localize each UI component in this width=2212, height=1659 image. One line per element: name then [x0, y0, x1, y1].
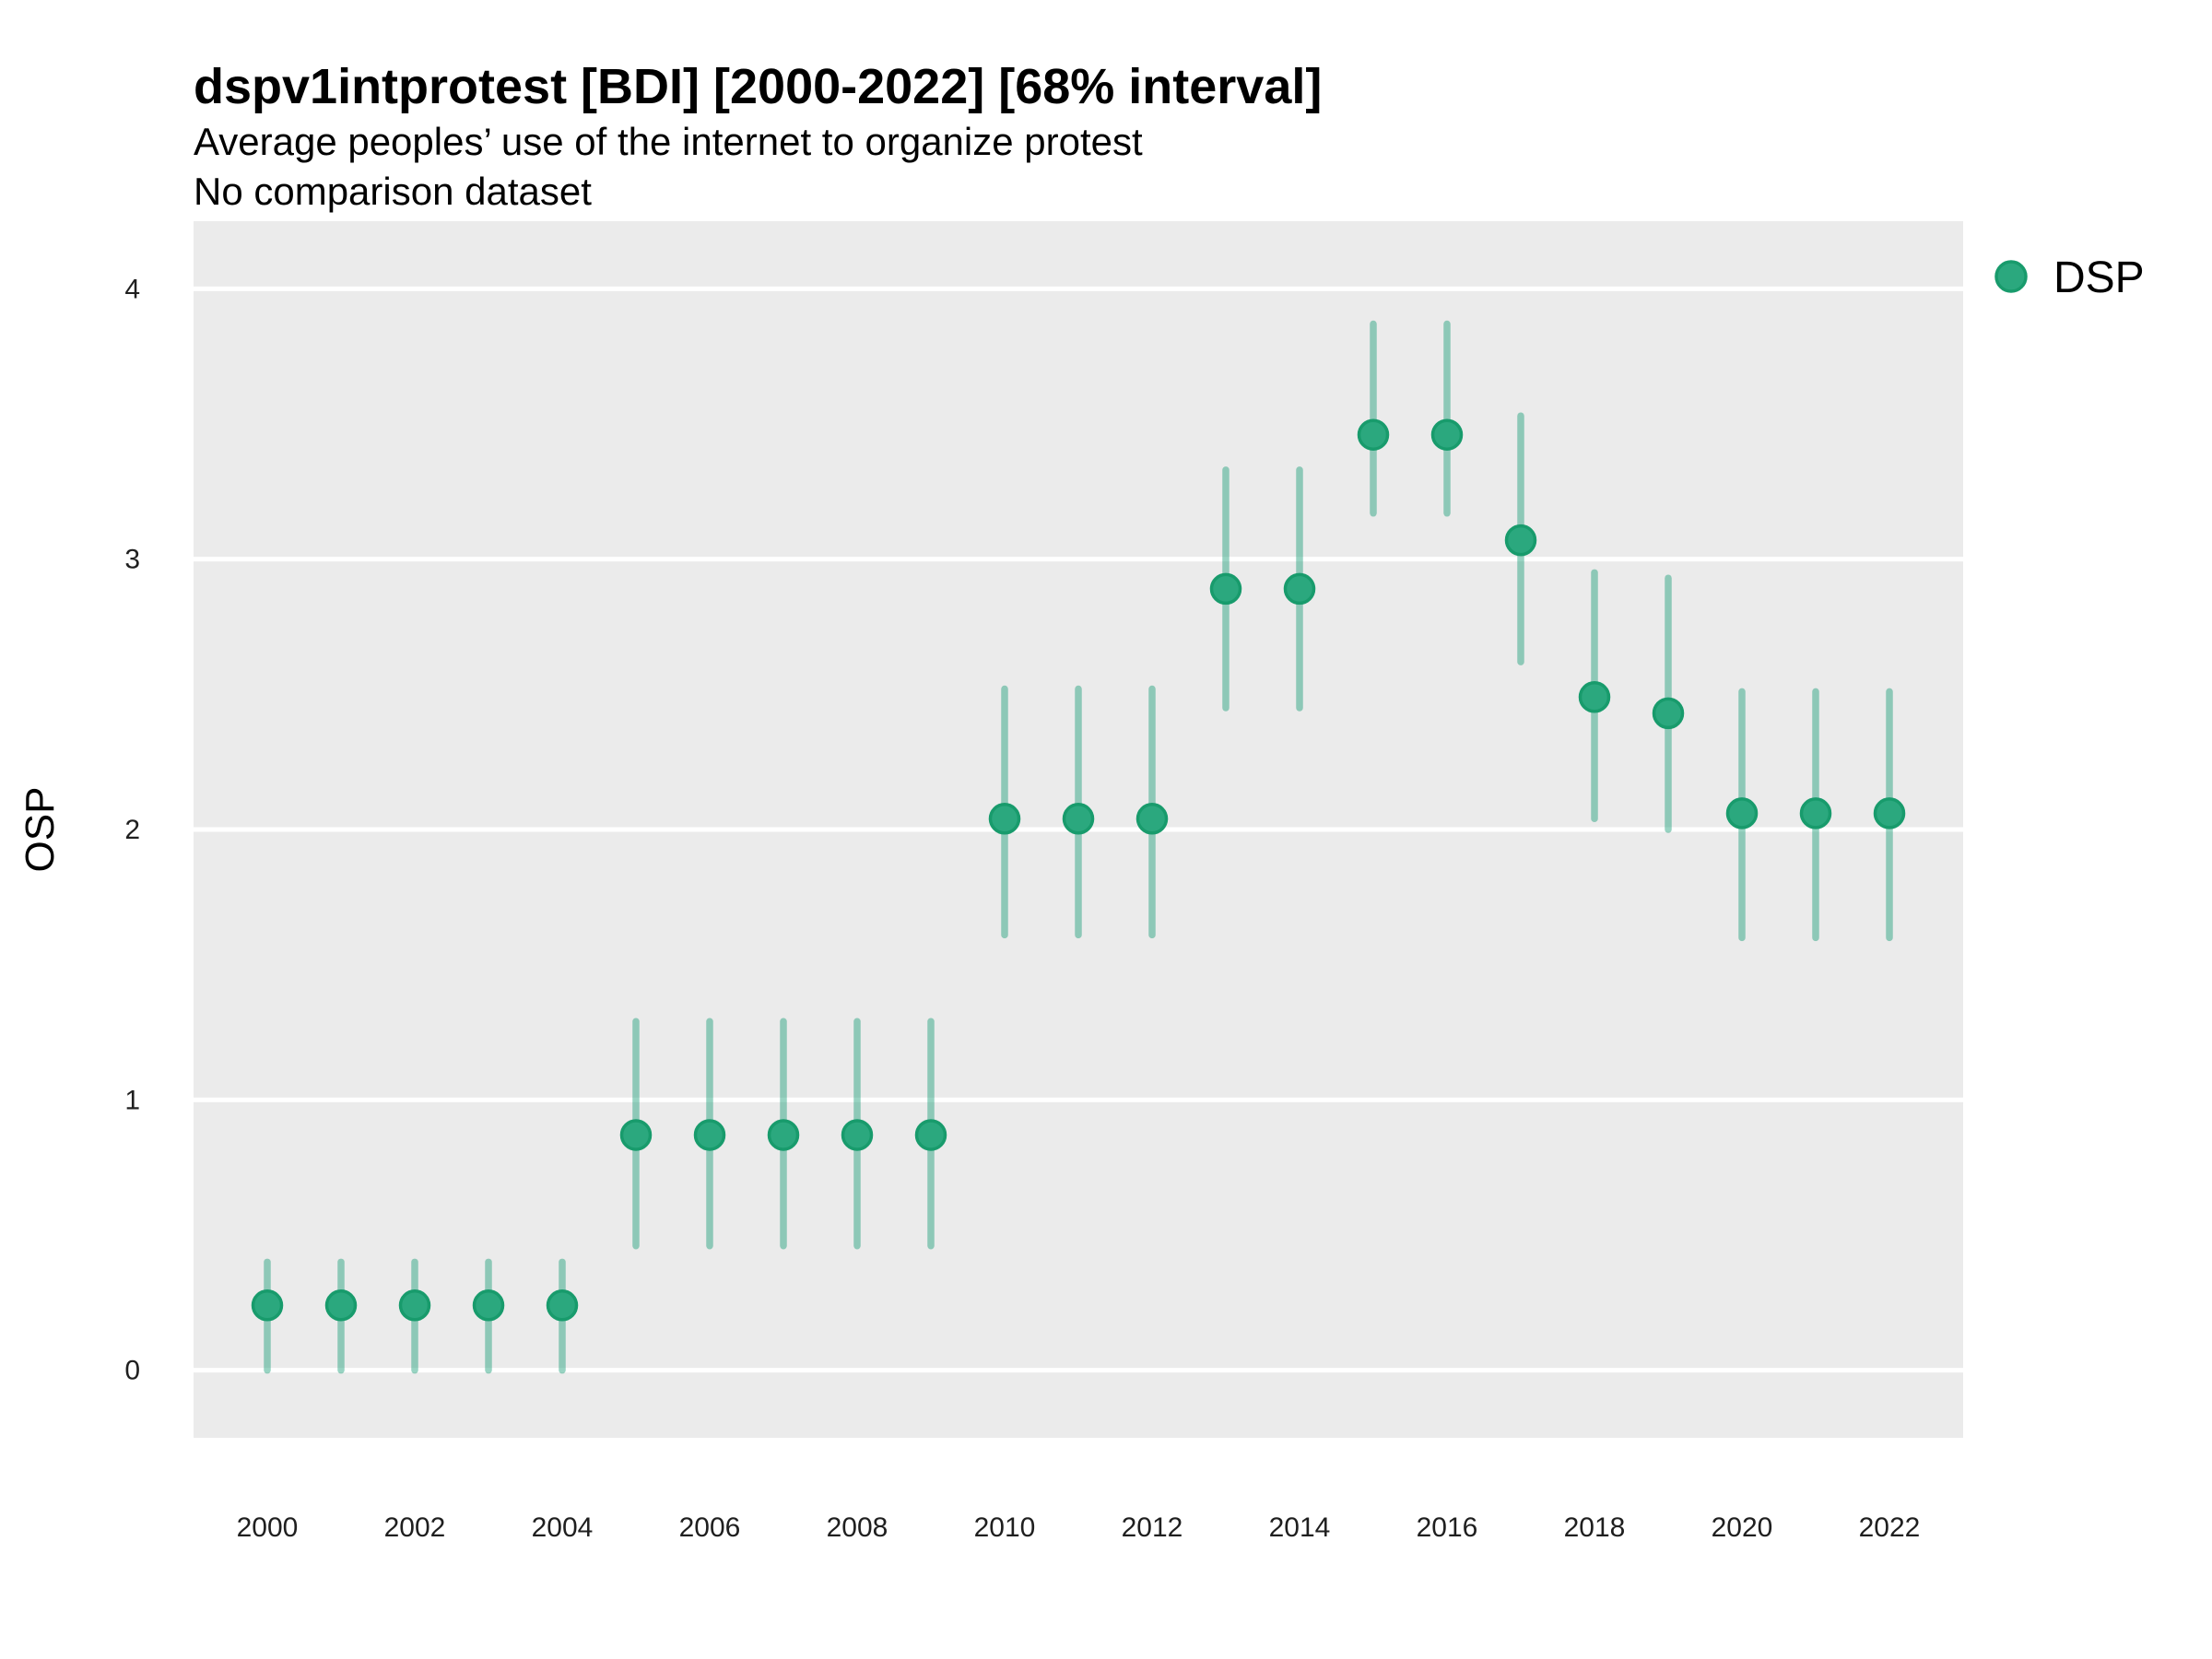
x-tick-label-2002: 2002 [384, 1512, 446, 1543]
point-2010 [988, 803, 1021, 835]
y-axis-tick-labels: 0 1 2 3 4 [124, 274, 140, 1385]
point-2013 [1209, 572, 1242, 606]
series-dsp [251, 320, 1906, 1374]
y-axis-title: OSP [18, 787, 63, 873]
x-tick-label-2022: 2022 [1859, 1512, 1921, 1543]
x-tick-label-2014: 2014 [1269, 1512, 1331, 1543]
y-tick-label-1: 1 [124, 1085, 140, 1115]
y-tick-label-2: 2 [124, 815, 140, 845]
point-2006 [693, 1119, 726, 1151]
point-2019 [1652, 697, 1685, 730]
legend-label-dsp: DSP [2053, 253, 2145, 302]
x-tick-label-2018: 2018 [1564, 1512, 1626, 1543]
x-tick-label-2000: 2000 [237, 1512, 299, 1543]
chart-title: dspv1intprotest [BDI] [2000-2022] [68% i… [194, 59, 1322, 114]
x-tick-label-2012: 2012 [1122, 1512, 1183, 1543]
legend: DSP [1994, 253, 2145, 302]
x-tick-label-2006: 2006 [679, 1512, 741, 1543]
x-tick-label-2016: 2016 [1417, 1512, 1478, 1543]
x-tick-label-2020: 2020 [1712, 1512, 1773, 1543]
x-tick-label-2008: 2008 [827, 1512, 888, 1543]
point-2014 [1283, 572, 1316, 606]
y-tick-label-0: 0 [124, 1356, 140, 1386]
point-2020 [1725, 797, 1759, 830]
point-2015 [1357, 418, 1390, 451]
point-2016 [1430, 418, 1464, 451]
point-2012 [1135, 803, 1169, 835]
chart-subtitle: Average peoples’ use of the internet to … [194, 120, 1143, 163]
x-tick-label-2010: 2010 [974, 1512, 1036, 1543]
point-2007 [767, 1119, 800, 1151]
point-2004 [546, 1289, 579, 1322]
y-tick-label-4: 4 [124, 274, 140, 304]
point-2002 [398, 1289, 431, 1322]
y-tick-label-3: 3 [124, 545, 140, 575]
point-2011 [1062, 803, 1095, 835]
point-2005 [619, 1119, 653, 1151]
point-2018 [1578, 681, 1611, 713]
point-2003 [472, 1289, 505, 1322]
legend-marker-dsp-icon [1994, 260, 2028, 293]
point-2017 [1504, 524, 1537, 557]
point-2022 [1873, 797, 1906, 830]
point-2008 [841, 1119, 874, 1151]
point-2001 [324, 1289, 358, 1322]
point-2021 [1799, 797, 1832, 830]
point-2009 [914, 1119, 947, 1151]
chart-note: No comparison dataset [194, 170, 592, 213]
x-axis-tick-labels: 2000 2002 2004 2006 2008 2010 2012 2014 2016 2018… [237, 1512, 1921, 1543]
point-2000 [251, 1289, 284, 1322]
x-tick-label-2004: 2004 [532, 1512, 594, 1543]
